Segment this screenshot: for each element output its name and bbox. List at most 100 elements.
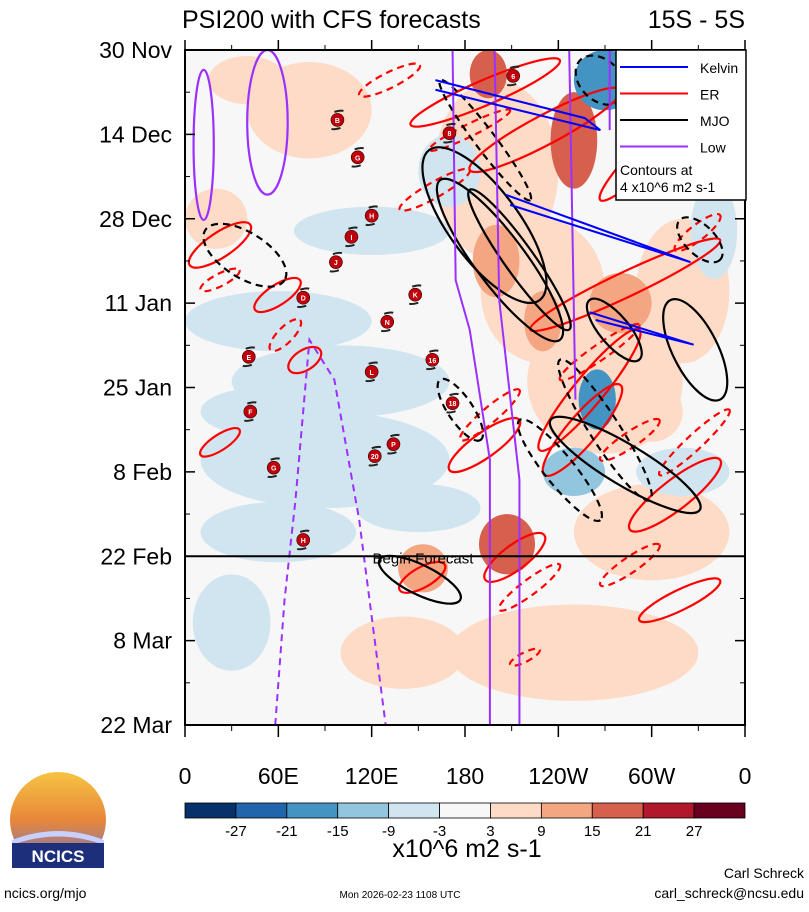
storm-marker: D	[296, 287, 311, 309]
storm-marker: F	[243, 401, 258, 422]
cyclone-icon	[329, 255, 343, 269]
footer-author: Carl Schreck	[724, 865, 805, 881]
cyclone-icon	[296, 529, 310, 551]
cyclone-icon	[386, 437, 401, 451]
anomaly-blob	[550, 92, 598, 189]
axis-ticks: 30 Nov 14 Dec 28 Dec 11 Jan 25 Jan 8 Feb 22 Fe…	[99, 37, 751, 789]
colorbar-swatch	[439, 802, 491, 819]
er-contour	[198, 427, 242, 458]
shading-layer	[185, 50, 738, 701]
forecast-label: Begin Forecast	[373, 550, 475, 567]
mjo-contour	[467, 188, 572, 332]
anomaly-blob	[356, 483, 481, 533]
anomaly-blob	[293, 206, 450, 255]
er-contour	[637, 577, 722, 624]
x-tick-label: 120W	[528, 763, 588, 789]
cyclone-icon	[446, 392, 459, 414]
cyclone-icon	[364, 208, 379, 223]
x-tick-label: 0	[739, 763, 752, 789]
storm-marker: K	[408, 284, 423, 306]
storm-marker: G	[266, 457, 281, 478]
y-tick-label: 25 Jan	[103, 375, 172, 401]
storm-marker: E	[241, 346, 256, 368]
storm-marker: 18	[445, 392, 460, 414]
y-tick-label: 8 Feb	[113, 459, 172, 485]
storm-marker: P	[386, 433, 401, 455]
storm-marker: 6	[506, 65, 521, 87]
cyclone-icon	[243, 404, 258, 419]
storm-marker: B	[330, 109, 345, 131]
cyclone-icon	[408, 284, 422, 306]
storm-name: L	[370, 370, 375, 377]
storm-name: 8	[447, 131, 451, 138]
er-contour	[558, 322, 641, 382]
cyclone-icon	[364, 365, 379, 379]
y-tick-label: 14 Dec	[99, 121, 172, 147]
cyclone-icon	[443, 122, 456, 144]
cyclone-icon	[267, 457, 280, 478]
er-contour	[268, 317, 303, 353]
legend-note: Contours at	[620, 162, 692, 178]
cyclone-icon	[329, 251, 343, 273]
cyclone-icon	[365, 361, 378, 383]
footer-email[interactable]: carl_schreck@ncsu.edu	[654, 885, 804, 901]
storm-name: F	[248, 410, 253, 417]
cyclone-icon	[445, 396, 460, 410]
storm-name: J	[334, 260, 338, 267]
colorbar-swatch	[184, 802, 237, 819]
footer-url[interactable]: ncics.org/mjo	[4, 885, 87, 901]
cyclone-icon	[244, 401, 257, 422]
y-tick-label: 22 Mar	[100, 712, 172, 738]
cyclone-icon	[296, 287, 310, 309]
cyclone-icon	[426, 349, 439, 371]
er-contour	[598, 542, 661, 588]
anomaly-blob	[200, 387, 325, 436]
cyclone-icon	[241, 349, 256, 364]
storm-marker: J	[329, 251, 343, 273]
cyclone-icon	[266, 460, 281, 475]
x-tick-label: 180	[446, 763, 484, 789]
cyclone-icon	[506, 65, 520, 87]
colorbar-label: 27	[686, 823, 703, 840]
legend-label: Kelvin	[700, 60, 738, 76]
colorbar-swatch	[642, 802, 695, 819]
colorbar-label: 3	[486, 823, 494, 840]
colorbar-swatch	[591, 802, 644, 819]
colorbar-swatch	[337, 802, 390, 819]
anomaly-blob	[690, 182, 738, 280]
cyclone-icon	[351, 146, 364, 168]
mjo-contour	[377, 554, 462, 605]
mjo-contour	[557, 358, 653, 502]
mjo-contour	[548, 415, 702, 515]
y-tick-label: 22 Feb	[100, 543, 172, 569]
cyclone-icon	[387, 433, 400, 455]
er-contour	[187, 221, 253, 269]
colorbar-swatch	[540, 802, 593, 819]
colorbar-label: -3	[433, 823, 446, 840]
storm-name: G	[355, 155, 361, 162]
legend-label: Low	[700, 140, 727, 156]
x-tick-label: 120E	[345, 763, 399, 789]
storm-name: 18	[449, 401, 457, 408]
storm-name: 6	[511, 74, 515, 81]
colorbar-label: -9	[382, 823, 395, 840]
mjo-contour	[662, 297, 729, 402]
colorbar-swatch	[235, 802, 288, 819]
anomaly-blob	[200, 411, 450, 509]
kelvin-contour	[589, 311, 694, 346]
chart-subtitle: 15S - 5S	[648, 6, 745, 34]
chart-title: PSI200 with CFS forecasts	[182, 6, 481, 34]
cyclone-icon	[350, 150, 365, 165]
anomaly-blob	[200, 502, 357, 563]
low-contour	[192, 68, 215, 222]
svg-text:NCICS: NCICS	[32, 847, 85, 866]
x-tick-label: 60W	[628, 763, 676, 789]
legend-label: ER	[700, 87, 719, 103]
colorbar-swatch	[388, 802, 440, 819]
cyclone-icon	[367, 449, 382, 464]
storm-name: I	[350, 235, 352, 242]
low-contour	[274, 336, 387, 725]
low-contour	[451, 50, 491, 725]
legend: Kelvin ER MJO Low Contours at4 x10^6 m2 s-1	[615, 49, 747, 201]
anomaly-blob	[589, 272, 652, 334]
